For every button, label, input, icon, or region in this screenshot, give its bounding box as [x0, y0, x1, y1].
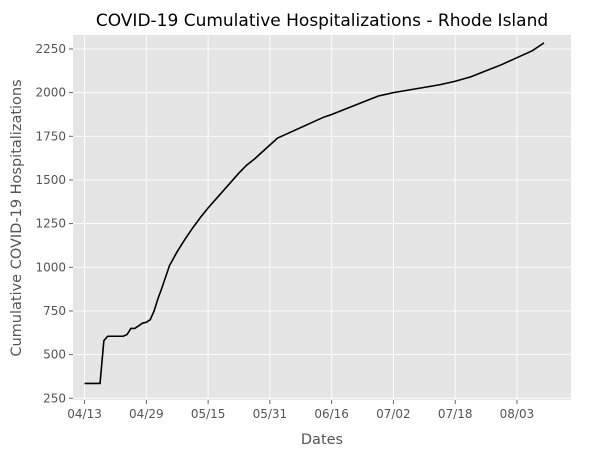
x-tick-label: 07/18 [438, 407, 473, 421]
y-tick-label: 1500 [35, 173, 66, 187]
y-tick-label: 1250 [35, 217, 66, 231]
series-line [84, 42, 545, 385]
x-tick-label: 06/16 [314, 407, 349, 421]
y-tick-label: 500 [43, 348, 66, 362]
y-tick-label: 2250 [35, 42, 66, 56]
x-axis-label: Dates [301, 432, 343, 448]
x-tick-label: 04/13 [67, 407, 102, 421]
x-tick-label: 05/31 [253, 407, 288, 421]
chart-title: COVID-19 Cumulative Hospitalizations - R… [96, 11, 548, 31]
x-tick-label: 08/03 [500, 407, 535, 421]
x-tick-label: 05/15 [191, 407, 226, 421]
y-axis-ticks: 250 500 750 1000 1250 1500 1750 2000 2250 [35, 42, 73, 405]
y-tick-label: 250 [43, 391, 66, 405]
y-tick-label: 1000 [35, 260, 66, 274]
y-axis-label: Cumulative COVID-19 Hospitalizations [9, 79, 25, 356]
y-tick-label: 750 [43, 304, 66, 318]
x-tick-label: 04/29 [129, 407, 164, 421]
plot-background [73, 35, 571, 400]
gridlines [73, 35, 571, 400]
x-tick-label: 07/02 [376, 407, 411, 421]
y-tick-label: 2000 [35, 86, 66, 100]
y-tick-label: 1750 [35, 129, 66, 143]
x-axis-ticks: 04/13 04/29 05/15 05/31 06/16 07/02 07/18 08/03 [67, 400, 534, 421]
